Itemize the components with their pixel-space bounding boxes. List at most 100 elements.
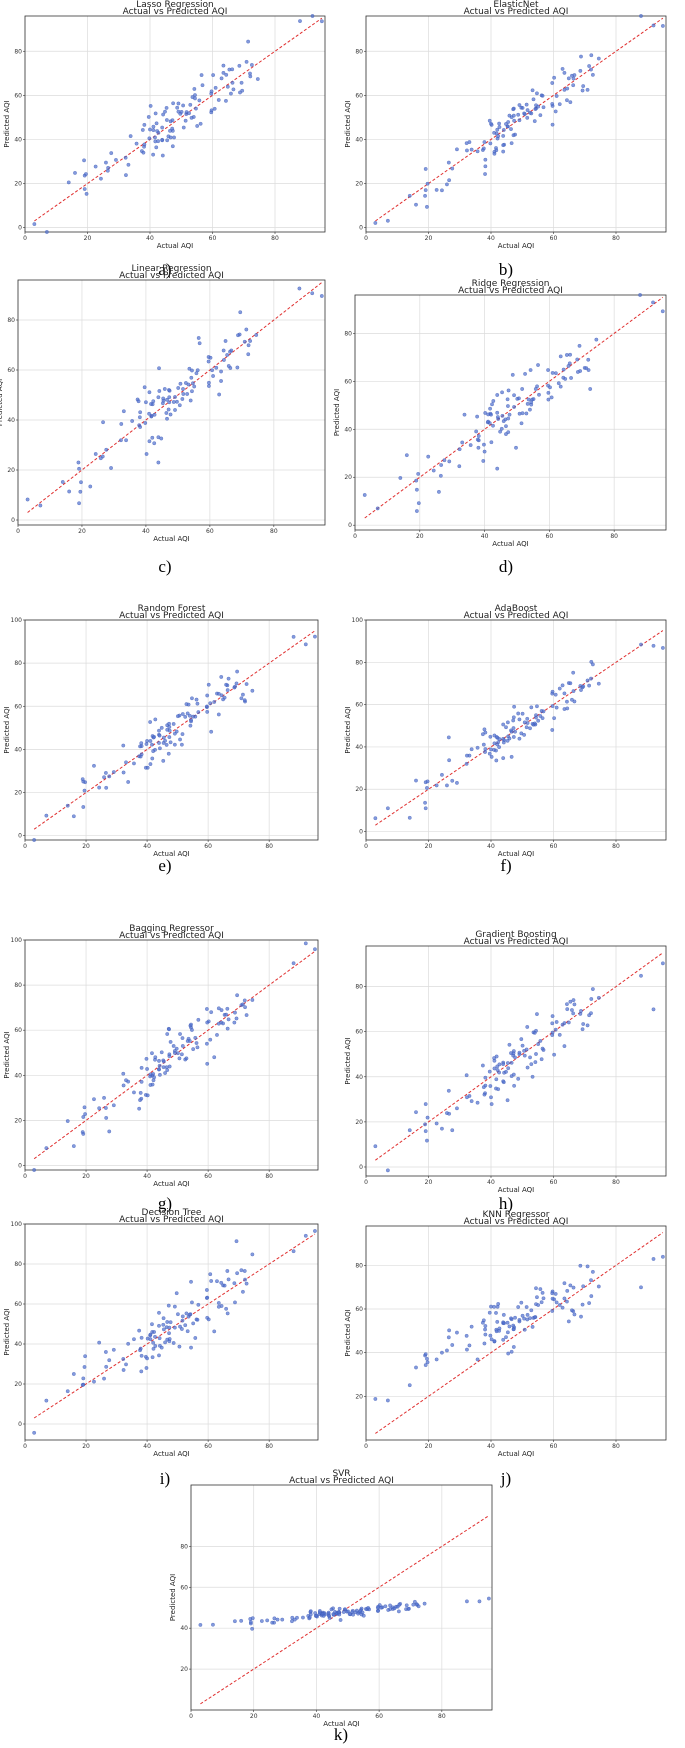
data-point xyxy=(517,1318,522,1322)
x-axis-label: Actual AQI xyxy=(153,850,189,858)
data-point xyxy=(303,642,308,647)
data-point xyxy=(178,737,182,742)
data-point xyxy=(155,129,160,133)
data-point xyxy=(465,148,469,153)
data-point xyxy=(386,806,390,811)
data-point xyxy=(65,1389,70,1394)
data-point xyxy=(566,1319,571,1324)
data-point xyxy=(250,1626,254,1631)
data-point xyxy=(151,399,156,404)
data-point xyxy=(413,1599,417,1604)
data-point xyxy=(519,1037,524,1041)
data-point xyxy=(491,423,495,428)
data-point xyxy=(520,387,525,391)
data-point xyxy=(566,364,571,368)
data-point xyxy=(416,1604,421,1609)
data-point xyxy=(361,1613,366,1618)
data-point xyxy=(109,151,114,155)
data-point xyxy=(639,973,643,978)
data-point xyxy=(515,396,520,401)
chart-subtitle: Actual vs Predicted AQI xyxy=(119,611,224,621)
data-point xyxy=(558,354,563,359)
data-point xyxy=(494,1077,499,1082)
data-point xyxy=(145,1356,149,1361)
data-point xyxy=(239,1618,244,1623)
y-tick-label: 20 xyxy=(344,474,352,481)
data-point xyxy=(589,1294,594,1298)
data-point xyxy=(249,1620,253,1624)
data-point xyxy=(506,404,510,408)
data-point xyxy=(144,1056,149,1061)
data-point xyxy=(498,429,502,434)
x-tick-label: 40 xyxy=(481,533,489,540)
data-point xyxy=(150,1355,155,1360)
data-point xyxy=(143,421,148,425)
y-tick-label: 0 xyxy=(359,1164,363,1171)
data-point xyxy=(236,333,240,338)
data-point xyxy=(177,1344,182,1349)
x-tick-label: 80 xyxy=(610,533,618,540)
data-point xyxy=(548,385,552,390)
data-point xyxy=(138,1098,142,1102)
data-point xyxy=(660,309,665,314)
y-tick-label: 60 xyxy=(14,92,22,99)
data-point xyxy=(587,683,591,688)
y-axis-label: Predicted AQI xyxy=(3,100,11,147)
data-point xyxy=(565,98,569,103)
data-point xyxy=(83,1354,87,1359)
data-point xyxy=(450,1343,455,1347)
data-point xyxy=(494,758,499,763)
data-point xyxy=(162,1059,166,1064)
data-point xyxy=(81,805,86,809)
data-point xyxy=(481,146,486,151)
data-point xyxy=(168,1320,173,1325)
data-point xyxy=(243,1277,247,1282)
data-point xyxy=(550,1021,555,1026)
y-tick-label: 40 xyxy=(355,744,363,751)
data-point xyxy=(199,73,204,77)
data-point xyxy=(464,761,469,766)
data-point xyxy=(164,106,169,110)
y-tick-label: 80 xyxy=(14,982,22,989)
data-point xyxy=(97,1106,102,1111)
data-point xyxy=(425,1138,429,1143)
data-point xyxy=(180,1044,185,1048)
data-point xyxy=(190,696,194,701)
data-point xyxy=(205,704,209,709)
data-point xyxy=(157,741,161,745)
data-point xyxy=(445,1348,449,1353)
data-point xyxy=(437,490,441,494)
x-axis-label: Actual AQI xyxy=(498,1450,534,1458)
y-tick-label: 80 xyxy=(355,984,363,991)
data-point xyxy=(32,838,37,842)
data-point xyxy=(153,139,158,144)
data-point xyxy=(517,736,522,741)
data-point xyxy=(546,397,551,402)
data-point xyxy=(138,1346,143,1351)
data-point xyxy=(337,1606,342,1611)
data-point xyxy=(376,1604,381,1609)
x-axis-label: Actual AQI xyxy=(492,540,528,548)
data-point xyxy=(553,1292,558,1296)
data-point xyxy=(476,445,481,450)
data-point xyxy=(416,501,421,505)
data-point xyxy=(407,1128,412,1133)
y-tick-label: 80 xyxy=(7,317,15,324)
data-point xyxy=(196,1017,201,1022)
data-point xyxy=(532,1315,537,1320)
data-point xyxy=(102,1095,106,1100)
data-point xyxy=(495,127,500,132)
data-point xyxy=(144,452,149,456)
data-point xyxy=(242,698,247,703)
data-point xyxy=(651,643,656,648)
data-point xyxy=(455,1106,459,1111)
data-point xyxy=(373,221,378,225)
data-point xyxy=(144,742,149,746)
x-tick-label: 0 xyxy=(364,235,368,242)
data-point xyxy=(562,1296,567,1301)
data-point xyxy=(124,760,128,765)
data-point xyxy=(425,786,429,790)
data-point xyxy=(173,731,177,736)
data-point xyxy=(193,93,197,97)
